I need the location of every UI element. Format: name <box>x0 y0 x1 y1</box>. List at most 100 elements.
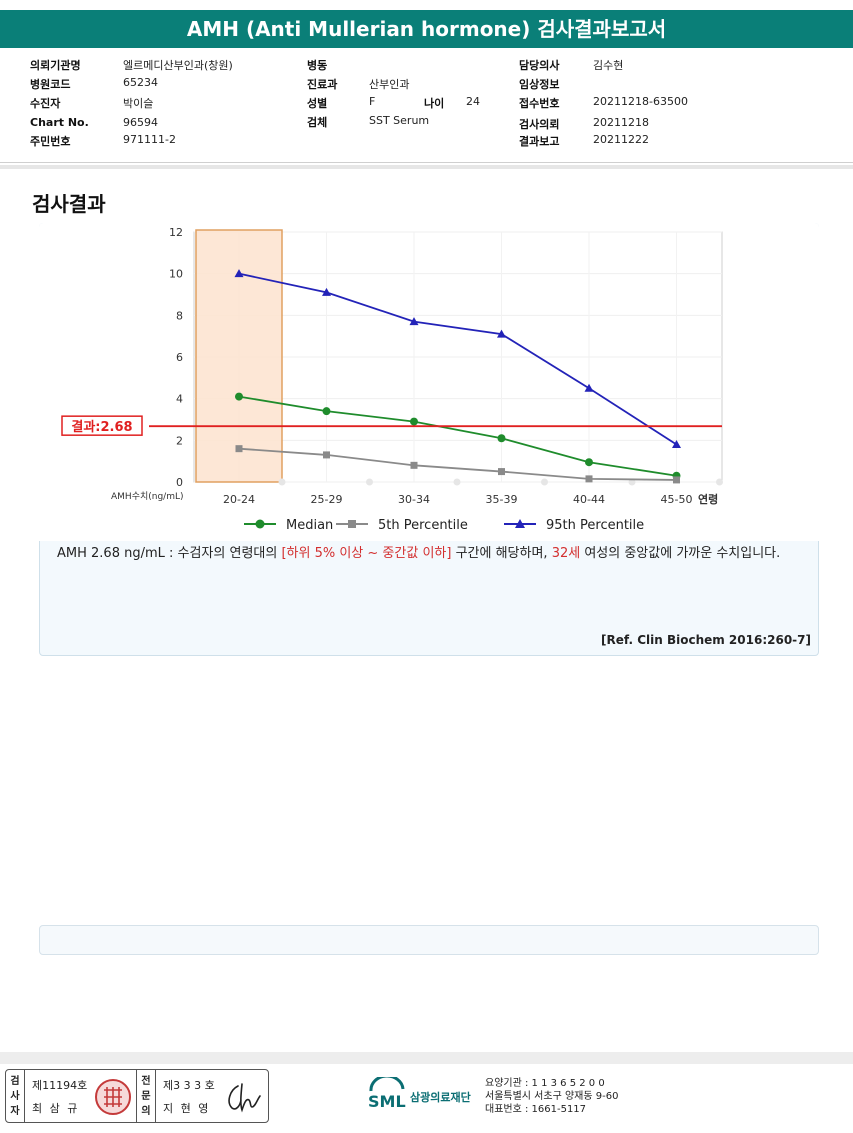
data-point <box>498 468 505 476</box>
hospital-code-value: 65234 <box>123 76 158 89</box>
data-point <box>672 440 681 448</box>
age-label: 나이 <box>424 97 445 110</box>
x-tick-label: 45-50 <box>661 493 693 506</box>
result-description: AMH 2.68 ng/mL : 수검자의 연령대의 [하위 5% 이상 ~ 중… <box>57 544 817 563</box>
examiner-seal-icon <box>95 1079 131 1115</box>
data-point <box>323 451 330 459</box>
legend-marker <box>255 519 265 529</box>
reported-label: 결과보고 <box>519 135 560 148</box>
lab-address: 서울특별시 서초구 양재동 9-60 <box>485 1091 619 1102</box>
description-highlight-range: [하위 5% 이상 ~ 중간값 이하] <box>281 546 452 561</box>
baseline-dot <box>453 478 461 486</box>
data-point <box>673 476 680 484</box>
result-label-box <box>61 415 143 436</box>
examiner-license: 제11194호 <box>32 1079 88 1092</box>
report-title: AMH (Anti Mullerian hormone) 검사결과보고서 <box>0 10 853 48</box>
data-point <box>322 287 331 296</box>
data-point <box>235 445 243 453</box>
examiner-label: 검사자 <box>10 1076 20 1117</box>
description-text-1: AMH 2.68 ng/mL : 수검자의 연령대의 <box>57 546 282 561</box>
baseline-dot <box>541 478 548 486</box>
y-axis-label: AMH수치(ng/mL) <box>111 490 184 502</box>
hospital-code-label: 병원코드 <box>30 78 71 91</box>
amh-chart: 0 2 4 6 8 10 12 20-24 25-29 30-34 35-39 40-44 45-50 A… <box>61 226 723 533</box>
y-tick-label: 6 <box>176 351 183 364</box>
header-divider <box>0 162 853 163</box>
specialist-license: 제3 3 3 호 <box>163 1079 215 1092</box>
baseline-dot <box>278 478 286 486</box>
series-line <box>238 272 677 446</box>
description-text-2: 구간에 해당하며, <box>451 546 552 561</box>
baseline-dot <box>716 478 723 486</box>
description-highlight-age: 32세 <box>551 546 581 561</box>
data-point <box>410 461 418 469</box>
specialist-label: 전문의 <box>141 1076 151 1117</box>
lab-info: 요양기관 : 1 1 3 6 5 2 0 0 서울특별시 서초구 양재동 9-6… <box>485 1077 618 1116</box>
lab-phone: 대표번호 : 1661-5117 <box>485 1104 587 1115</box>
highlight-band <box>195 229 283 483</box>
institution-label: 의뢰기관명 <box>30 59 81 72</box>
institution-value: 엘르메디산부인과(창원) <box>123 59 233 72</box>
sml-logo-icon: SML <box>368 1077 406 1111</box>
sex-value: F <box>369 95 376 108</box>
data-point <box>322 407 331 416</box>
specialist-name: 지 현 영 <box>163 1102 211 1115</box>
baseline-dot <box>366 478 373 486</box>
notes-panel <box>39 925 819 955</box>
data-point <box>584 383 594 392</box>
patient-label: 수진자 <box>30 97 61 110</box>
receipt-no-value: 20211218-63500 <box>593 95 688 108</box>
legend-marker <box>515 519 525 528</box>
clinical-label: 임상정보 <box>519 78 560 91</box>
lab-code: 요양기관 : 1 1 3 6 5 2 0 0 <box>485 1078 605 1089</box>
legend-label: 95th Percentile <box>546 518 644 533</box>
y-tick-label: 0 <box>176 476 183 489</box>
examiner-name: 최 삼 규 <box>32 1102 80 1115</box>
data-point <box>234 269 244 278</box>
signature-box: 검사자 제11194호 최 삼 규 전문의 제3 3 3 호 지 현 영 <box>5 1069 269 1123</box>
header-divider-band <box>0 165 853 169</box>
department-label: 진료과 <box>307 78 338 91</box>
specimen-label: 검체 <box>307 116 328 129</box>
y-tick-label: 12 <box>169 226 183 239</box>
y-tick-label: 8 <box>176 309 183 322</box>
patient-value: 박이슬 <box>123 97 154 110</box>
x-tick-label: 20-24 <box>223 493 255 506</box>
series-line <box>238 447 677 481</box>
resident-no-value: 971111-2 <box>123 133 176 146</box>
requested-value: 20211218 <box>593 116 649 129</box>
requested-label: 검사의뢰 <box>519 118 560 131</box>
data-point <box>409 317 419 326</box>
chart-area: 0 2 4 6 8 10 12 20-24 25-29 30-34 35-39 40-44 45-50 A… <box>39 223 819 541</box>
y-tick-label: 2 <box>176 434 183 447</box>
doctor-label: 담당의사 <box>519 59 560 72</box>
lab-name: 삼광의료재단 <box>410 1091 471 1104</box>
resident-no-label: 주민번호 <box>30 135 71 148</box>
data-point <box>497 329 506 338</box>
department-value: 산부인과 <box>369 78 410 91</box>
data-point <box>585 458 593 467</box>
y-tick-label: 4 <box>176 393 183 406</box>
legend-marker <box>348 520 356 528</box>
receipt-no-label: 접수번호 <box>519 97 560 110</box>
patient-info: 의뢰기관명 엘르메디산부인과(창원) 병원코드 65234 수진자 박이슬 Ch… <box>0 57 853 157</box>
specialist-signature-icon <box>228 1083 261 1113</box>
x-tick-label: 25-29 <box>311 493 343 506</box>
chart-no-value: 96594 <box>123 116 158 129</box>
x-tick-label: 35-39 <box>486 493 518 506</box>
specimen-value: SST Serum <box>369 114 430 127</box>
series-line <box>238 395 677 477</box>
ward-label: 병동 <box>307 59 328 72</box>
x-tick-label: 40-44 <box>573 493 605 506</box>
data-point <box>410 417 418 426</box>
y-tick-label: 10 <box>169 268 183 281</box>
description-text-3: 여성의 중앙값에 가까운 수치입니다. <box>580 546 781 561</box>
x-axis-label: 연령 <box>698 492 718 506</box>
reported-value: 20211222 <box>593 133 649 146</box>
chart-no-label: Chart No. <box>30 116 89 129</box>
sml-logo-text: SML <box>368 1092 406 1111</box>
x-tick-label: 30-34 <box>398 493 430 506</box>
section-title: 검사결과 <box>32 192 106 216</box>
age-value: 24 <box>466 95 480 108</box>
sex-label: 성별 <box>307 97 328 110</box>
